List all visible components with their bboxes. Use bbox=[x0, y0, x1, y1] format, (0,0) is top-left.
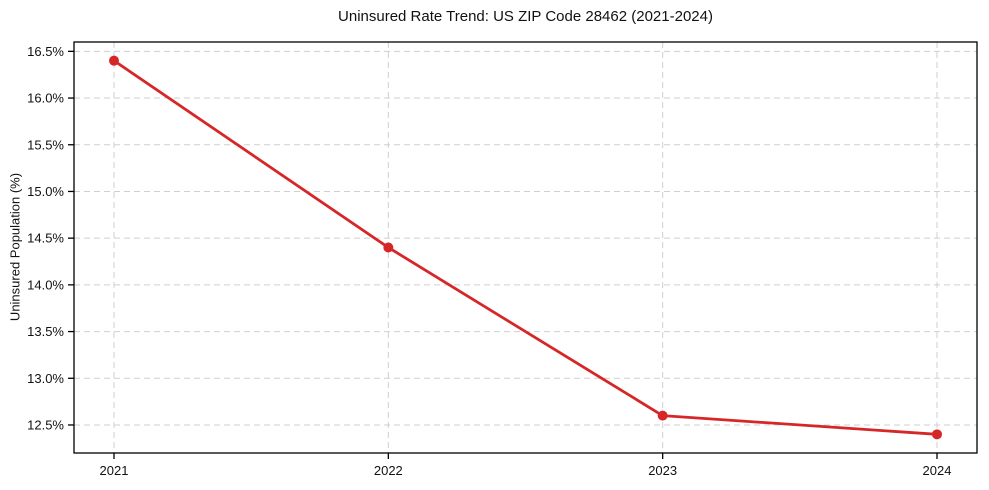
y-tick-label: 12.5% bbox=[27, 417, 64, 432]
y-tick-label: 15.0% bbox=[27, 184, 64, 199]
y-tick-label: 16.0% bbox=[27, 91, 64, 106]
data-point-marker-2022 bbox=[383, 242, 394, 253]
x-tick-label: 2024 bbox=[923, 463, 952, 478]
plot-border bbox=[73, 41, 978, 454]
y-tick-label: 14.0% bbox=[27, 277, 64, 292]
data-point-marker-2021 bbox=[109, 55, 119, 66]
y-tick-label: 16.5% bbox=[27, 44, 64, 59]
y-tick-label: 13.5% bbox=[27, 324, 64, 339]
x-tick-label: 2023 bbox=[648, 463, 677, 478]
y-tick-label: 14.5% bbox=[27, 231, 64, 246]
x-tick-label: 2021 bbox=[100, 463, 129, 478]
trend-line bbox=[112, 59, 939, 436]
y-tick-label: 13.0% bbox=[27, 371, 64, 386]
chart-title: Uninsured Rate Trend: US ZIP Code 28462 … bbox=[338, 8, 713, 25]
y-tick-label: 15.5% bbox=[27, 137, 64, 152]
y-axis-label: Uninsured Population (%) bbox=[7, 172, 23, 322]
data-point-marker-2023 bbox=[657, 410, 668, 421]
x-tick-label: 2022 bbox=[374, 463, 403, 478]
data-point-marker-2024 bbox=[932, 429, 942, 440]
